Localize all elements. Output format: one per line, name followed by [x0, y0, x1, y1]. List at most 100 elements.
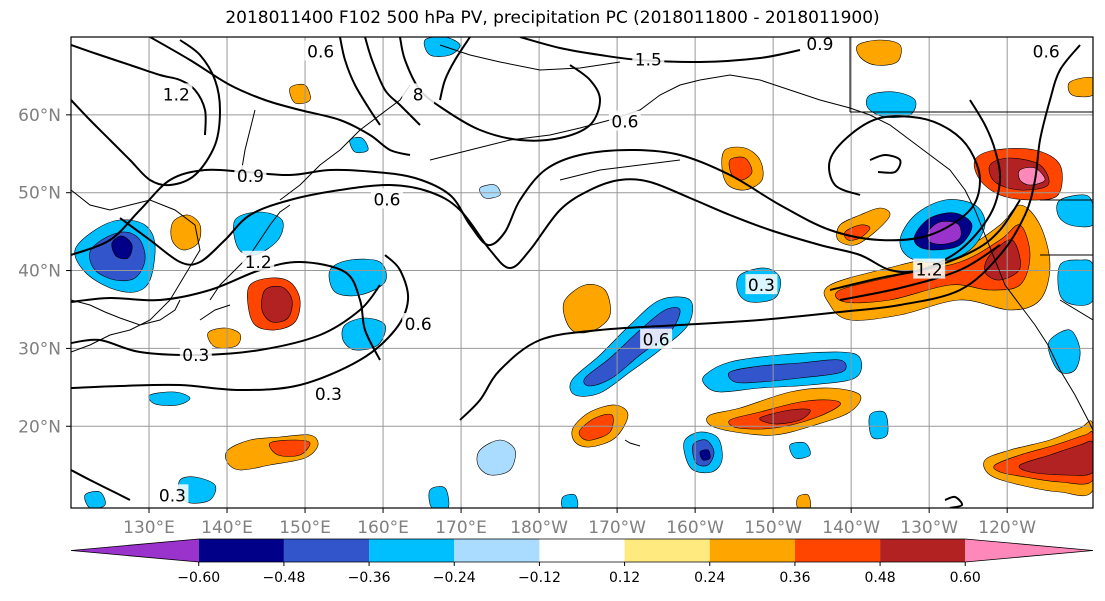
precip-anomaly-area — [84, 491, 106, 508]
precip-anomaly-area — [699, 449, 711, 461]
contour-label-bg — [242, 250, 275, 271]
precip-anomaly-area — [289, 83, 311, 105]
contour-label-bg — [234, 165, 267, 186]
precip-anomaly-area — [1057, 259, 1093, 306]
pv-contour-line — [439, 37, 471, 101]
precip-anomaly-area — [562, 284, 611, 334]
contour-label: 1.2 — [245, 253, 272, 273]
precip-anomaly-area — [111, 235, 133, 260]
y-tick-label: 40°N — [18, 262, 61, 282]
pv-contour-line — [459, 44, 1081, 421]
precip-anomaly-area — [428, 486, 450, 508]
chart-title: 2018011400 F102 500 hPa PV, precipitatio… — [225, 8, 880, 28]
precip-anomaly-area — [926, 221, 962, 245]
precip-anomaly-area — [328, 258, 387, 297]
contour-label: 1.2 — [916, 261, 943, 281]
pv-contour-line — [339, 37, 381, 126]
pv-contour-line — [71, 469, 131, 501]
coastline — [71, 299, 181, 326]
contour-label-bg — [745, 274, 778, 295]
contour-label: 8 — [413, 85, 424, 105]
precip-anomaly-area — [261, 285, 293, 323]
colorbar-segment — [454, 539, 540, 562]
contour-label-bg — [402, 313, 435, 334]
coastline — [699, 74, 976, 211]
coastline — [239, 109, 256, 181]
colorbar-segment — [71, 539, 199, 562]
contour-label: 0.3 — [315, 385, 342, 405]
precip-anomaly-area — [578, 413, 614, 441]
colorbar-segment — [198, 539, 284, 562]
contour-label-bg — [312, 383, 345, 404]
precip-anomaly-area — [1067, 77, 1093, 98]
precip-anomaly-area — [148, 391, 191, 406]
precip-anomaly-area — [476, 439, 516, 476]
x-tick-label: 170°E — [435, 518, 487, 538]
coastline — [1059, 299, 1093, 321]
precip-anomaly-area — [1018, 440, 1093, 476]
contour-label-bg — [370, 188, 403, 209]
coastline — [624, 439, 641, 447]
colorbar-tick-label: −0.60 — [177, 570, 220, 586]
contour-label-bg — [1030, 40, 1063, 61]
latitude-ticks: 20°N 30°N 40°N 50°N 60°N — [18, 106, 71, 437]
x-tick-label: 140°W — [822, 518, 880, 538]
pv-contour-line — [71, 284, 381, 357]
contour-label: 0.9 — [237, 167, 264, 187]
precip-anomaly-area — [1056, 194, 1093, 228]
x-tick-label: 130°E — [123, 518, 175, 538]
contour-label-bg — [803, 37, 836, 53]
pv-contour-line — [829, 199, 1021, 291]
contour-label: 0.6 — [405, 315, 432, 335]
colorbar-segment — [283, 539, 370, 562]
colorbar-segment — [709, 539, 795, 562]
precip-anomaly-area — [796, 493, 811, 508]
colorbar-tick-label: 0.48 — [864, 570, 895, 586]
pv-contour-line — [839, 244, 1001, 301]
pv-contour-labels: 0.6 1.2 0.9 1.2 0.6 0.6 0.3 0.3 0.3 8 1.5 0.6 0.9 0.6… — [156, 35, 1063, 506]
coastline — [559, 159, 681, 181]
contour-label-bg — [304, 40, 337, 61]
colorbar-tick-label: −0.24 — [433, 570, 476, 586]
colorbar-segment — [624, 539, 710, 562]
colorbar-segment — [880, 539, 966, 562]
coastline — [439, 44, 621, 71]
pv-contour-line — [71, 115, 982, 256]
contour-label: 1.2 — [163, 85, 190, 105]
colorbar: −0.60 −0.48 −0.36 −0.24 −0.12 0.12 0.24 0.36 0.4… — [70, 538, 1094, 586]
colorbar-segment — [965, 539, 1093, 562]
pv-contour-line — [71, 44, 207, 136]
colorbar-tick-label: 0.36 — [779, 570, 810, 586]
contour-label: 0.6 — [1033, 43, 1060, 63]
x-tick-label: 150°W — [744, 518, 802, 538]
contour-label: 0.6 — [611, 113, 638, 133]
pv-contour-line — [71, 39, 222, 187]
map-frame — [70, 36, 1094, 509]
contour-label-bg — [913, 258, 946, 279]
y-tick-label: 60°N — [18, 106, 61, 126]
x-tick-label: 180°W — [510, 518, 568, 538]
pv-contours — [71, 37, 1081, 508]
contour-label-bg — [608, 110, 641, 131]
contour-label: 0.6 — [373, 190, 400, 210]
coastline — [209, 204, 291, 301]
contour-label: 0.9 — [806, 35, 833, 55]
colorbar-segment — [369, 539, 455, 562]
longitude-ticks: 130°E 140°E 150°E 160°E 170°E 180°W 170°W 160°W… — [123, 508, 1036, 538]
x-tick-label: 170°W — [588, 518, 646, 538]
colorbar-tick-label: −0.36 — [348, 570, 391, 586]
contour-label-bg — [156, 484, 189, 505]
coastline — [429, 79, 701, 161]
contour-label-bg — [160, 83, 193, 104]
y-tick-label: 50°N — [18, 184, 61, 204]
contour-label: 0.6 — [643, 331, 670, 351]
precip-anomaly-area — [341, 317, 386, 351]
contour-label-bg — [179, 344, 212, 365]
pv-contour-line — [119, 99, 1002, 274]
y-tick-label: 20°N — [18, 417, 61, 437]
contour-label: 1.5 — [635, 50, 662, 70]
x-tick-label: 120°W — [978, 518, 1036, 538]
precip-anomaly-area — [835, 224, 1031, 304]
pv-contour-line — [399, 37, 602, 142]
